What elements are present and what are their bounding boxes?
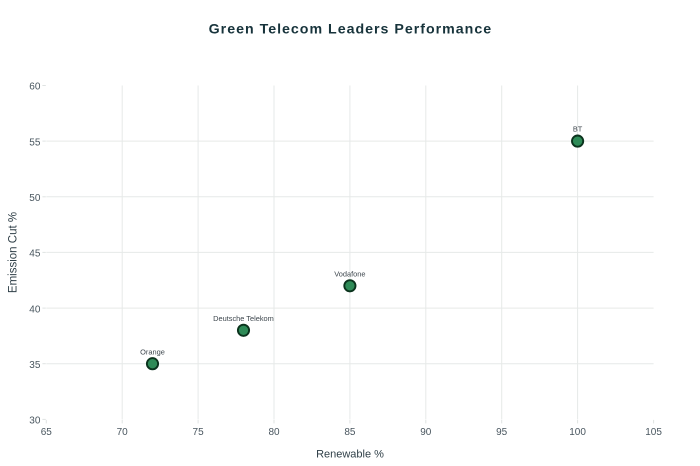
svg-text:Vodafone: Vodafone — [334, 269, 365, 278]
svg-text:105: 105 — [645, 427, 662, 438]
svg-text:55: 55 — [29, 137, 41, 148]
svg-text:70: 70 — [117, 427, 129, 438]
svg-text:65: 65 — [41, 427, 53, 438]
svg-text:30: 30 — [29, 416, 41, 427]
svg-text:95: 95 — [496, 427, 508, 438]
svg-text:35: 35 — [29, 360, 41, 371]
svg-text:90: 90 — [420, 427, 432, 438]
svg-text:Emission Cut %: Emission Cut % — [8, 212, 20, 293]
svg-text:Renewable %: Renewable % — [316, 449, 384, 461]
svg-text:Green Telecom Leaders Performa: Green Telecom Leaders Performance — [209, 22, 493, 38]
svg-text:100: 100 — [569, 427, 586, 438]
svg-text:80: 80 — [268, 427, 280, 438]
svg-text:BT: BT — [573, 125, 583, 134]
svg-text:50: 50 — [29, 193, 41, 204]
svg-text:Deutsche Telekom: Deutsche Telekom — [213, 314, 274, 323]
svg-text:75: 75 — [193, 427, 205, 438]
svg-text:45: 45 — [29, 249, 41, 260]
svg-text:40: 40 — [29, 304, 41, 315]
svg-text:Orange: Orange — [140, 347, 165, 356]
svg-text:60: 60 — [29, 82, 41, 93]
svg-text:85: 85 — [344, 427, 356, 438]
